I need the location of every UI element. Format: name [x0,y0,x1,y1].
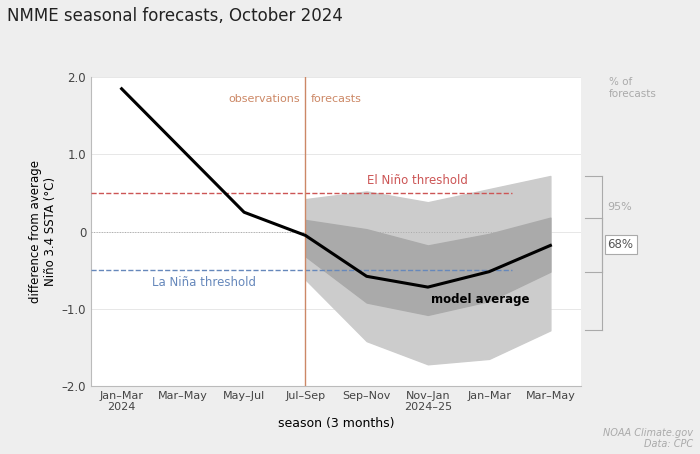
Text: 95%: 95% [608,202,632,212]
Text: % of
forecasts: % of forecasts [609,77,657,99]
Text: NMME seasonal forecasts, October 2024: NMME seasonal forecasts, October 2024 [7,7,343,25]
Text: observations: observations [229,94,300,104]
Text: NOAA Climate.gov
Data: CPC: NOAA Climate.gov Data: CPC [603,428,693,449]
Text: El Niño threshold: El Niño threshold [367,174,468,187]
Text: La Niña threshold: La Niña threshold [153,276,256,289]
Text: model average: model average [431,293,529,306]
X-axis label: season (3 months): season (3 months) [278,416,394,429]
Text: forecasts: forecasts [310,94,361,104]
Y-axis label: difference from average
Niño 3.4 SSTA (°C): difference from average Niño 3.4 SSTA (°… [29,160,57,303]
Text: 68%: 68% [608,238,634,251]
